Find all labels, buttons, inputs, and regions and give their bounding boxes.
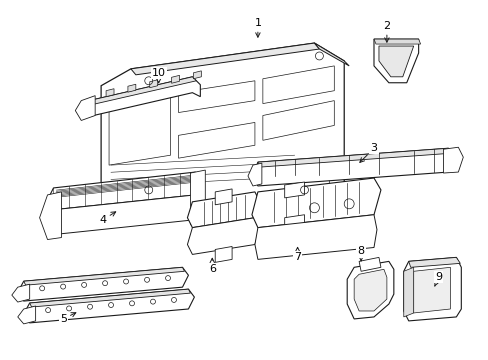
- Polygon shape: [373, 39, 420, 44]
- Polygon shape: [178, 81, 254, 113]
- Text: 1: 1: [254, 18, 261, 37]
- Polygon shape: [12, 284, 30, 302]
- Text: 3: 3: [359, 143, 377, 162]
- Polygon shape: [178, 122, 254, 158]
- Polygon shape: [403, 267, 413, 317]
- Text: 4: 4: [100, 212, 116, 225]
- Polygon shape: [75, 96, 95, 121]
- Polygon shape: [252, 148, 452, 186]
- Polygon shape: [408, 257, 459, 267]
- Text: 6: 6: [208, 258, 215, 274]
- Text: 9: 9: [434, 272, 441, 286]
- Polygon shape: [40, 192, 61, 239]
- Polygon shape: [284, 215, 304, 230]
- Polygon shape: [47, 195, 200, 235]
- Polygon shape: [81, 77, 200, 117]
- Polygon shape: [47, 172, 200, 210]
- Polygon shape: [251, 178, 380, 228]
- Polygon shape: [403, 257, 460, 321]
- Polygon shape: [187, 192, 259, 228]
- Polygon shape: [443, 147, 462, 173]
- Polygon shape: [353, 269, 386, 311]
- Polygon shape: [413, 267, 449, 313]
- Polygon shape: [190, 170, 205, 225]
- Polygon shape: [24, 267, 184, 285]
- Polygon shape: [109, 96, 170, 165]
- Polygon shape: [263, 66, 334, 104]
- Polygon shape: [89, 77, 196, 105]
- Polygon shape: [30, 289, 190, 307]
- Polygon shape: [263, 100, 334, 140]
- Text: 2: 2: [383, 21, 389, 42]
- Polygon shape: [254, 215, 376, 260]
- Text: 7: 7: [293, 247, 301, 262]
- Polygon shape: [294, 172, 328, 205]
- Polygon shape: [171, 75, 179, 83]
- Polygon shape: [187, 218, 259, 255]
- Polygon shape: [314, 43, 348, 66]
- Polygon shape: [131, 43, 319, 75]
- Polygon shape: [24, 289, 194, 323]
- Text: 10: 10: [151, 68, 165, 83]
- Polygon shape: [18, 267, 188, 301]
- Polygon shape: [149, 80, 157, 88]
- Text: 5: 5: [60, 313, 76, 324]
- Text: 8: 8: [357, 247, 364, 261]
- Polygon shape: [215, 189, 232, 205]
- Polygon shape: [247, 163, 262, 186]
- Polygon shape: [193, 71, 201, 79]
- Polygon shape: [18, 306, 36, 324]
- Polygon shape: [215, 247, 232, 262]
- Polygon shape: [373, 39, 418, 83]
- Polygon shape: [257, 148, 450, 167]
- Polygon shape: [358, 257, 380, 271]
- Polygon shape: [101, 43, 344, 205]
- Polygon shape: [106, 89, 114, 96]
- Polygon shape: [284, 182, 304, 198]
- Polygon shape: [378, 46, 413, 77]
- Polygon shape: [128, 84, 136, 92]
- Polygon shape: [346, 261, 393, 319]
